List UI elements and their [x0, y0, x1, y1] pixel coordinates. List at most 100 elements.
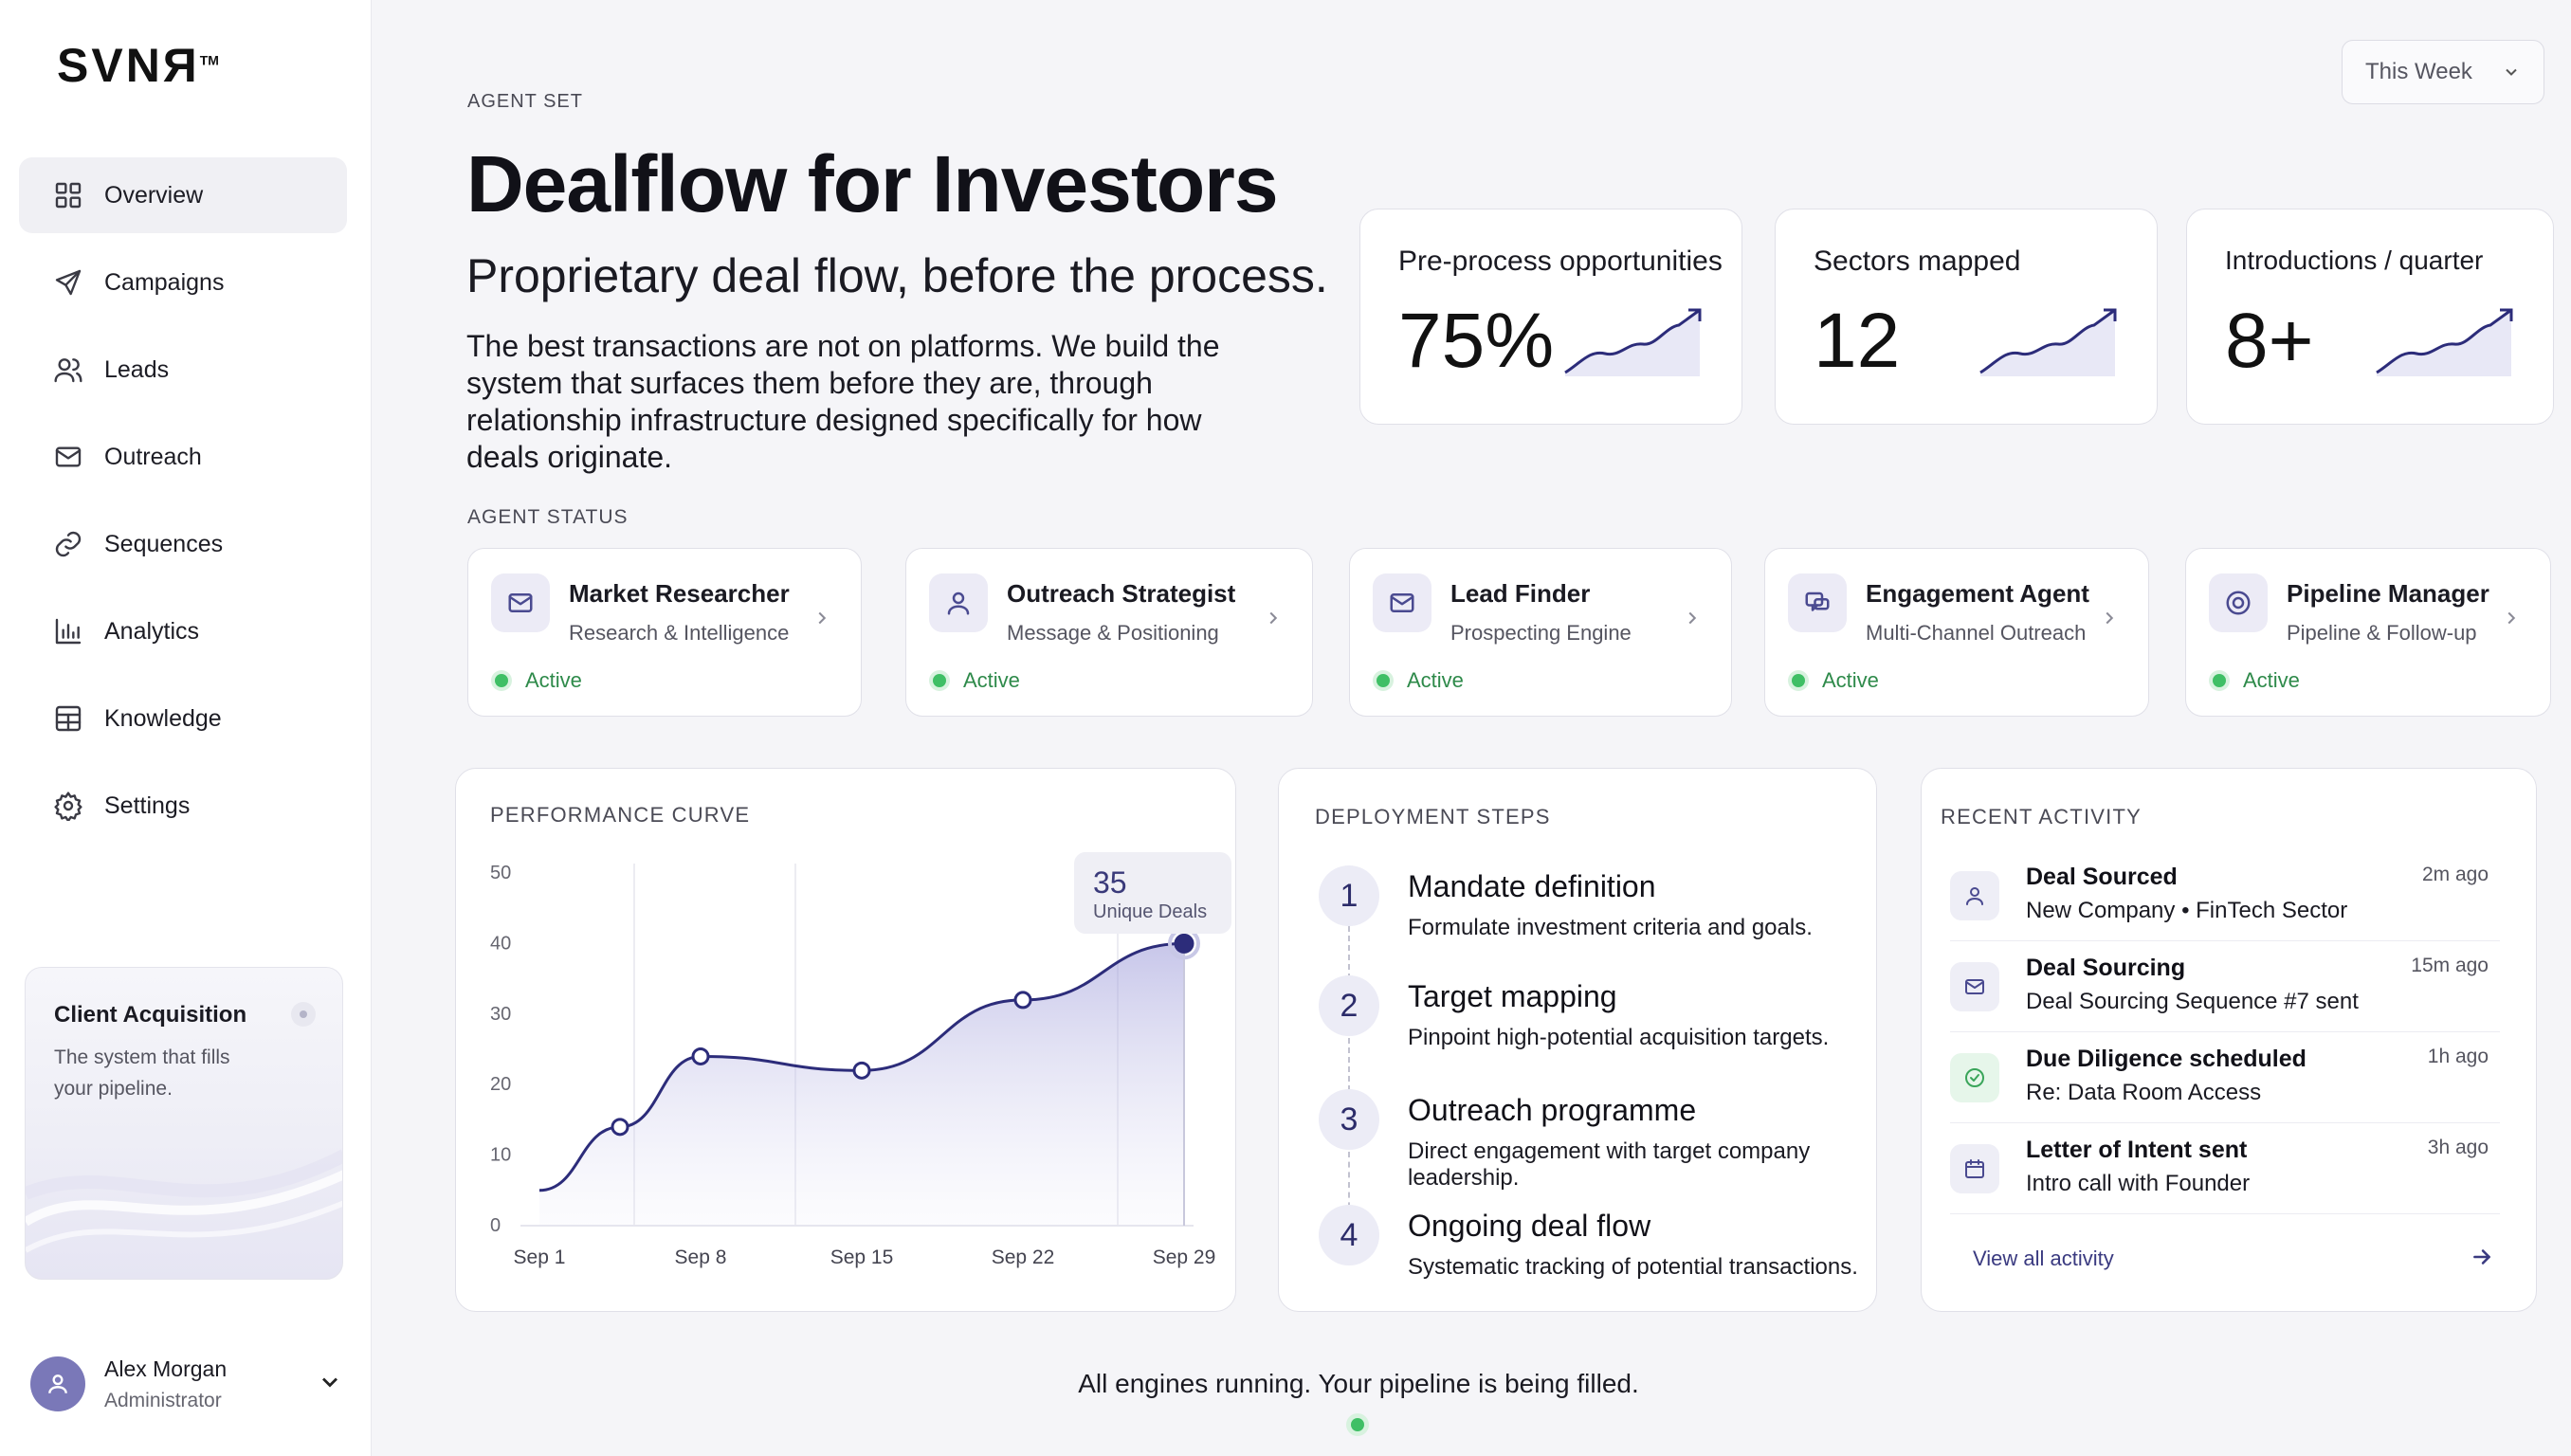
activity-subtitle: New Company • FinTech Sector — [2026, 898, 2348, 923]
sidebar-item-campaigns[interactable]: Campaigns — [19, 245, 347, 320]
agent-name: Engagement Agent — [1866, 579, 2089, 608]
stat-card: Pre-process opportunities 75% — [1359, 209, 1742, 425]
activity-item[interactable]: Letter of Intent sent Intro call with Fo… — [1950, 1123, 2500, 1214]
activity-title: Due Diligence scheduled — [2026, 1046, 2307, 1072]
step-title: Target mapping — [1408, 979, 1617, 1013]
step-number: 2 — [1319, 975, 1379, 1036]
data-point — [691, 1046, 710, 1065]
step-title: Mandate definition — [1408, 869, 1656, 903]
agent-role: Pipeline & Follow-up — [2287, 621, 2477, 645]
user-icon — [1966, 887, 1983, 905]
activity-item[interactable]: Deal Sourced New Company • FinTech Secto… — [1950, 850, 2500, 941]
activity-title: Letter of Intent sent — [2026, 1137, 2248, 1163]
agent-card-outreach-strategist[interactable]: Outreach Strategist Message & Positionin… — [905, 548, 1313, 717]
chat-icon — [1805, 592, 1830, 611]
chevron-right-icon — [2106, 611, 2114, 625]
y-tick-label: 0 — [490, 1215, 501, 1236]
data-point — [1174, 933, 1194, 954]
step-title: Outreach programme — [1408, 1093, 1697, 1127]
agent-card-engagement-agent[interactable]: Engagement Agent Multi-Channel Outreach … — [1764, 548, 2149, 717]
arrow-right-icon[interactable] — [2470, 1245, 2494, 1269]
user-icon — [48, 1374, 67, 1393]
agent-name: Market Researcher — [569, 579, 790, 608]
agent-set-label: AGENT SET — [467, 91, 583, 112]
y-tick-label: 50 — [490, 863, 511, 883]
step-number: 4 — [1319, 1205, 1379, 1265]
status-badge: Active — [1792, 668, 1879, 693]
panel-title: DEPLOYMENT STEPS — [1315, 805, 1551, 828]
page-title: Dealflow for Investors — [466, 139, 1279, 228]
agent-role: Research & Intelligence — [569, 621, 790, 645]
agent-icon — [2209, 573, 2268, 632]
sidebar-item-knowledge[interactable]: Knowledge — [19, 681, 347, 756]
sidebar-item-label: Overview — [104, 181, 204, 209]
status-dot-icon — [495, 674, 508, 687]
chevron-right-icon — [2507, 611, 2516, 625]
activity-subtitle: Intro call with Founder — [2026, 1171, 2251, 1196]
agent-card-pipeline-manager[interactable]: Pipeline Manager Pipeline & Follow-up Ac… — [2185, 548, 2551, 717]
status-dot-icon — [291, 1002, 316, 1027]
mail-icon — [1390, 593, 1414, 612]
check-circle-icon — [1965, 1068, 1984, 1087]
data-point — [852, 1061, 871, 1080]
sidebar-item-analytics[interactable]: Analytics — [19, 593, 347, 669]
sidebar-item-label: Analytics — [104, 617, 200, 645]
footer-status: All engines running. Your pipeline is be… — [1078, 1369, 1639, 1398]
y-tick-label: 30 — [490, 1004, 511, 1025]
step-connector — [1348, 1152, 1350, 1218]
sidebar-item-settings[interactable]: Settings — [19, 768, 347, 844]
client-acquisition-card[interactable]: Client Acquisition The system that fills… — [25, 967, 343, 1280]
agent-role: Prospecting Engine — [1450, 621, 1632, 645]
agent-status-title: AGENT STATUS — [467, 506, 629, 528]
activity-subtitle: Deal Sourcing Sequence #7 sent — [2026, 989, 2359, 1014]
grid-icon — [55, 182, 82, 209]
step-description: Systematic tracking of potential transac… — [1408, 1254, 1858, 1280]
chevron-down-icon[interactable] — [317, 1369, 343, 1395]
avatar — [30, 1356, 85, 1411]
period-select-value: This Week — [2365, 59, 2472, 84]
sidebar-item-overview[interactable]: Overview — [19, 157, 347, 233]
activity-time: 1h ago — [2427, 1046, 2489, 1067]
users-icon — [54, 358, 82, 383]
activity-icon — [1950, 1144, 1999, 1193]
activity-icon — [1950, 1053, 1999, 1102]
period-select[interactable]: This Week — [2342, 40, 2544, 104]
sidebar-item-label: Outreach — [104, 443, 202, 470]
activity-item[interactable]: Deal Sourcing Deal Sourcing Sequence #7 … — [1950, 941, 2500, 1032]
chevron-right-icon — [1688, 611, 1697, 625]
x-tick-label: Sep 15 — [830, 1247, 894, 1268]
stat-value: 8+ — [2225, 298, 2314, 384]
sidebar-item-leads[interactable]: Leads — [19, 332, 347, 408]
step-connector — [1348, 926, 1350, 989]
trend-sparkline-icon — [1979, 308, 2117, 376]
brand-logo[interactable]: SVNЯTM — [57, 39, 219, 92]
stat-label: Introductions / quarter — [2225, 246, 2484, 275]
agent-card-lead-finder[interactable]: Lead Finder Prospecting Engine Active — [1349, 548, 1732, 717]
agent-icon — [1373, 573, 1431, 632]
step-description: Pinpoint high-potential acquisition targ… — [1408, 1025, 1830, 1050]
link-icon — [55, 531, 82, 557]
sidebar-item-sequences[interactable]: Sequences — [19, 506, 347, 582]
chart-tooltip: 35 Unique Deals — [1074, 852, 1231, 934]
agent-card-market-researcher[interactable]: Market Researcher Research & Intelligenc… — [467, 548, 862, 717]
y-tick-label: 20 — [490, 1074, 511, 1095]
step-title: Ongoing deal flow — [1408, 1209, 1651, 1243]
step-description: Formulate investment criteria and goals. — [1408, 915, 1813, 940]
stat-card: Introductions / quarter 8+ — [2186, 209, 2554, 425]
view-all-activity-link[interactable]: View all activity — [1973, 1247, 2114, 1270]
panel-title: RECENT ACTIVITY — [1941, 805, 2142, 828]
stat-card: Sectors mapped 12 — [1775, 209, 2158, 425]
mail-icon — [1965, 979, 1984, 994]
activity-item[interactable]: Due Diligence scheduled Re: Data Room Ac… — [1950, 1032, 2500, 1123]
deployment-steps-panel: DEPLOYMENT STEPS 1 Mandate definition Fo… — [1278, 768, 1877, 1312]
sidebar-item-outreach[interactable]: Outreach — [19, 419, 347, 495]
status-dot-icon — [933, 674, 946, 687]
user-profile[interactable]: Alex Morgan Administrator — [30, 1346, 343, 1422]
activity-icon — [1950, 871, 1999, 920]
y-tick-label: 40 — [490, 933, 511, 954]
activity-title: Deal Sourcing — [2026, 955, 2186, 981]
chart-area — [539, 943, 1184, 1226]
trend-sparkline-icon — [1564, 308, 1702, 376]
bar-chart-icon — [55, 618, 82, 645]
sidebar-item-label: Leads — [104, 355, 170, 383]
